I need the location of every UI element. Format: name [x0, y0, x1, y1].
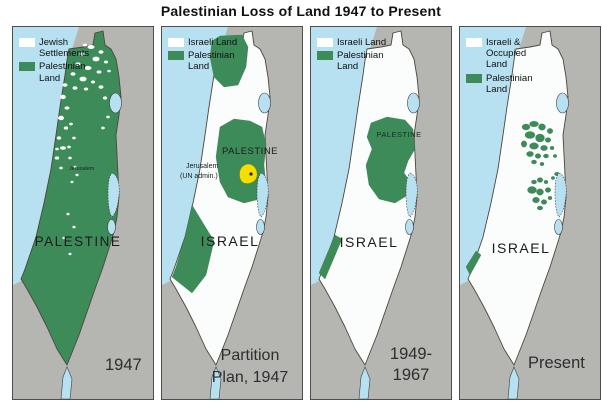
- dead-sea-south-basin: [405, 219, 414, 235]
- panel-caption: Present: [528, 354, 585, 372]
- legend-label: Palestinian Land: [39, 61, 86, 84]
- gulf-of-aqaba: [358, 366, 371, 399]
- legend-swatch-green: [466, 73, 482, 83]
- panel-caption: Partition Plan, 1947: [211, 347, 289, 386]
- dead-sea-south-basin: [554, 219, 563, 235]
- legend-label: Palestinian Land: [486, 72, 533, 95]
- legend-partition: Israeli Land Palestinian Land: [168, 37, 237, 73]
- legend-swatch-white: [19, 38, 35, 47]
- gaza-strip-green: [465, 250, 482, 276]
- legend-row: Jewish Settlements: [19, 37, 89, 59]
- page-title: Palestinian Loss of Land 1947 to Present: [160, 3, 442, 19]
- palestine-label: PALESTINE: [221, 146, 279, 157]
- map-panel-partition-plan: Israeli Land Palestinian Land PALESTINE …: [161, 26, 303, 400]
- map-panel-1947: Jewish Settlements Palestinian Land Jeru…: [12, 26, 154, 400]
- gaza-strip-green: [318, 234, 343, 280]
- panel-caption: 1949- 1967: [389, 345, 433, 385]
- legend-label: Jewish Settlements: [39, 37, 90, 60]
- legend-row: Israeli & Occupied Land: [466, 37, 532, 71]
- palestine-label: PALESTINE: [34, 234, 122, 249]
- legend-label: Palestinian Land: [188, 50, 235, 73]
- legend-swatch-white: [317, 38, 333, 47]
- jerusalem-city-dot: [249, 172, 253, 176]
- map-graphic-1949-1967: [311, 27, 420, 399]
- jewish-settlement-patches: [54, 43, 111, 256]
- legend-present: Israeli & Occupied Land Palestinian Land: [466, 37, 532, 95]
- jerusalem-un-zone: [239, 163, 258, 184]
- legend-swatch-green: [19, 62, 35, 72]
- map-panels: Jewish Settlements Palestinian Land Jeru…: [12, 26, 601, 400]
- palestine-label: PALESTINE: [376, 130, 422, 139]
- palestinian-enclaves: [465, 121, 560, 276]
- gulf-of-aqaba: [507, 366, 520, 399]
- israel-label: ISRAEL: [491, 240, 551, 256]
- sea-of-galilee: [407, 92, 420, 114]
- legend-swatch-white: [168, 38, 184, 47]
- galilee-arab-zone: [209, 34, 249, 88]
- legend-label: Israeli Land: [188, 37, 238, 48]
- legend-row: Israeli Land: [168, 37, 237, 48]
- legend-row: Israeli Land: [317, 37, 386, 48]
- legend-row: Palestinian Land: [19, 61, 89, 84]
- legend-row: Palestinian Land: [317, 50, 386, 72]
- gulf-of-aqaba: [60, 366, 73, 399]
- legend-swatch-green: [317, 51, 333, 61]
- legend-label: Palestinian Land: [337, 50, 384, 73]
- jerusalem-label: Jerusalem: [186, 163, 219, 170]
- gaza-coastal-arab-zone: [171, 204, 215, 294]
- jerusalem-label: Jerusalem: [69, 166, 95, 172]
- map-graphic-present: [460, 27, 569, 399]
- israel-label: ISRAEL: [339, 234, 399, 250]
- map-panel-1949-1967: Israeli Land Palestinian Land PALESTINE …: [310, 26, 452, 400]
- map-graphic-1947: [13, 27, 122, 399]
- legend-row: Palestinian Land: [466, 73, 532, 95]
- legend-label: Israeli & Occupied Land: [486, 37, 527, 71]
- legend-1949-1967: Israeli Land Palestinian Land: [317, 37, 386, 73]
- legend-label: Israeli Land: [337, 37, 387, 48]
- legend-swatch-white: [466, 38, 482, 47]
- legend-row: Palestinian Land: [168, 50, 237, 72]
- un-admin-label: (UN admin.): [180, 173, 218, 180]
- legend-swatch-green: [168, 51, 184, 61]
- sea-of-galilee: [109, 92, 122, 114]
- map-graphic-partition: [162, 27, 271, 399]
- sea-of-galilee: [556, 92, 569, 114]
- panel-caption: 1947: [105, 356, 142, 374]
- dead-sea-south-basin: [107, 219, 116, 235]
- sea-of-galilee: [258, 92, 271, 114]
- israel-label: ISRAEL: [200, 233, 260, 249]
- map-panel-present: Israeli & Occupied Land Palestinian Land…: [459, 26, 601, 400]
- legend-1947: Jewish Settlements Palestinian Land: [19, 37, 89, 84]
